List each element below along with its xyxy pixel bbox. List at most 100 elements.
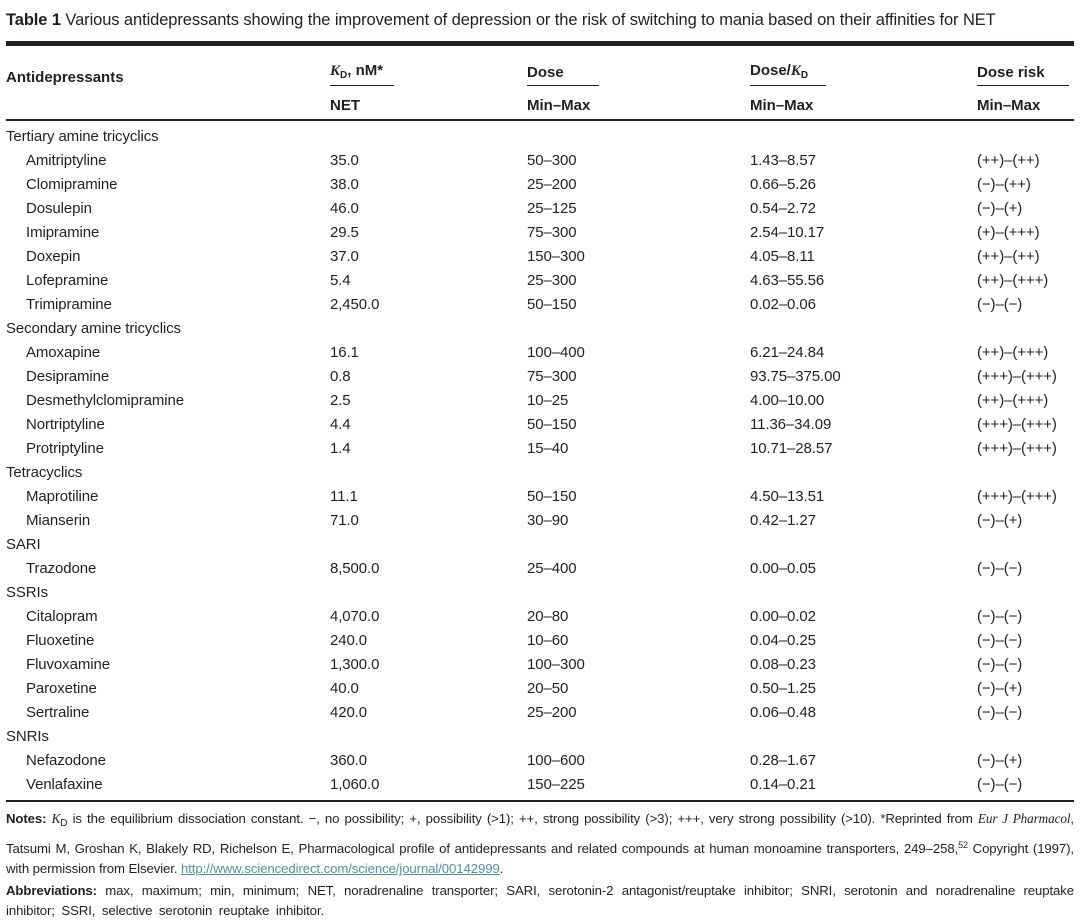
cell-kd-value: 35.0 — [330, 151, 359, 169]
notes-kd-subscript: D — [60, 818, 68, 829]
table-row: Trimipramine 2,450.0 50–150 0.02–0.06 (−)–(−… — [6, 292, 1074, 316]
cell-dose-range: 50–150 — [527, 295, 577, 313]
cell-dose-kd-range: 4.63–55.56 — [750, 271, 825, 289]
notes-body-2: , Tatsumi M, Groshan K, Blakely RD, Rich… — [6, 811, 1074, 856]
cell-dose-risk: (++)–(+++) — [977, 271, 1049, 289]
cell-drug-name: Desipramine — [26, 367, 110, 385]
cell-drug-name: Imipramine — [26, 223, 100, 241]
section-label: Secondary amine tricyclics — [6, 319, 181, 337]
kd-units: , nM* — [347, 62, 384, 79]
table-row: Doxepin 37.0 150–300 4.05–8.11 (++)–(++) — [6, 244, 1074, 268]
section-header-row: Secondary amine tricyclics — [6, 316, 1074, 340]
header-row-2: NET Min–Max Min–Max Min–Max — [6, 86, 1074, 119]
col-subheader-net: NET — [330, 97, 360, 114]
notes-label: Notes: — [6, 811, 47, 826]
table-body: Tertiary amine tricyclics Amitriptyline 35… — [6, 121, 1074, 800]
notes-body-1: is the equilibrium dissociation constant… — [67, 811, 978, 826]
cell-dose-range: 100–600 — [527, 751, 585, 769]
source-link[interactable]: http://www.sciencedirect.com/science/jou… — [180, 861, 500, 876]
cell-dose-kd-range: 0.54–2.72 — [750, 199, 816, 217]
cell-dose-range: 75–300 — [527, 367, 577, 385]
cell-dose-range: 100–300 — [527, 655, 585, 673]
cell-dose-kd-range: 1.43–8.57 — [750, 151, 816, 169]
cell-dose-range: 30–90 — [527, 511, 569, 529]
cell-dose-kd-range: 4.00–10.00 — [750, 391, 825, 409]
section-label: SSRIs — [6, 583, 49, 601]
cell-drug-name: Clomipramine — [26, 175, 118, 193]
cell-kd-value: 5.4 — [330, 271, 351, 289]
cell-kd-value: 29.5 — [330, 223, 359, 241]
col-subheader-dose-minmax: Min–Max — [527, 97, 591, 114]
cell-kd-value: 1,300.0 — [330, 655, 380, 673]
cell-dose-risk: (++)–(+++) — [977, 391, 1049, 409]
section-label: SARI — [6, 535, 41, 553]
table-row: Fluvoxamine 1,300.0 100–300 0.08–0.23 (−)–(−… — [6, 652, 1074, 676]
cell-drug-name: Dosulepin — [26, 199, 92, 217]
table-row: Nefazodone 360.0 100–600 0.28–1.67 (−)–(+) — [6, 748, 1074, 772]
cell-kd-value: 360.0 — [330, 751, 368, 769]
cell-dose-kd-range: 0.00–0.02 — [750, 607, 816, 625]
table-row: Fluoxetine 240.0 10–60 0.04–0.25 (−)–(−) — [6, 628, 1074, 652]
cell-dose-range: 20–80 — [527, 607, 569, 625]
section-header-row: SSRIs — [6, 580, 1074, 604]
cell-dose-kd-range: 0.02–0.06 — [750, 295, 816, 313]
col-header-antidepressants: Antidepressants — [6, 69, 124, 86]
cell-drug-name: Nefazodone — [26, 751, 106, 769]
cell-drug-name: Sertraline — [26, 703, 90, 721]
table-row: Lofepramine 5.4 25–300 4.63–55.56 (++)–(+++) — [6, 268, 1074, 292]
cell-dose-range: 100–400 — [527, 343, 585, 361]
cell-drug-name: Lofepramine — [26, 271, 109, 289]
cell-kd-value: 46.0 — [330, 199, 359, 217]
cell-dose-risk: (+)–(+++) — [977, 223, 1040, 241]
dose-kd-prefix: Dose/ — [750, 62, 791, 79]
cell-dose-range: 25–400 — [527, 559, 577, 577]
table-row: Amitriptyline 35.0 50–300 1.43–8.57 (++)–(++… — [6, 148, 1074, 172]
cell-kd-value: 2,450.0 — [330, 295, 380, 313]
cell-dose-risk: (+++)–(+++) — [977, 415, 1057, 433]
table-row: Desmethylclomipramine 2.5 10–25 4.00–10.00 (… — [6, 388, 1074, 412]
cell-kd-value: 420.0 — [330, 703, 368, 721]
table-top-rule — [6, 41, 1074, 46]
cell-dose-kd-range: 0.66–5.26 — [750, 175, 816, 193]
cell-kd-value: 4,070.0 — [330, 607, 380, 625]
table-row: Maprotiline 11.1 50–150 4.50–13.51 (+++)–(++… — [6, 484, 1074, 508]
section-label: SNRIs — [6, 727, 49, 745]
cell-drug-name: Doxepin — [26, 247, 81, 265]
cell-dose-range: 25–300 — [527, 271, 577, 289]
cell-dose-risk: (−)–(+) — [977, 751, 1023, 769]
table-caption: Table 1 Various antidepressants showing … — [6, 8, 1074, 33]
cell-dose-kd-range: 93.75–375.00 — [750, 367, 841, 385]
cell-dose-risk: (−)–(+) — [977, 511, 1023, 529]
table-row: Desipramine 0.8 75–300 93.75–375.00 (+++)–(+… — [6, 364, 1074, 388]
cell-kd-value: 0.8 — [330, 367, 351, 385]
kd-subscript: D — [340, 70, 348, 81]
table-bottom-rule — [6, 800, 1074, 802]
table-row: Mianserin 71.0 30–90 0.42–1.27 (−)–(+) — [6, 508, 1074, 532]
cell-dose-risk: (−)–(−) — [977, 295, 1023, 313]
cell-dose-kd-range: 0.08–0.23 — [750, 655, 816, 673]
cell-dose-kd-range: 4.50–13.51 — [750, 487, 825, 505]
col-header-dose-risk: Dose risk — [977, 64, 1074, 86]
cell-drug-name: Maprotiline — [26, 487, 99, 505]
cell-dose-kd-range: 0.04–0.25 — [750, 631, 816, 649]
cell-dose-range: 150–225 — [527, 775, 585, 793]
cell-drug-name: Mianserin — [26, 511, 91, 529]
cell-dose-kd-range: 0.06–0.48 — [750, 703, 816, 721]
cell-kd-value: 40.0 — [330, 679, 359, 697]
cell-dose-risk: (−)–(−) — [977, 703, 1023, 721]
cell-kd-value: 11.1 — [330, 487, 358, 505]
cell-kd-value: 2.5 — [330, 391, 351, 409]
cell-drug-name: Amoxapine — [26, 343, 101, 361]
cell-dose-kd-range: 11.36–34.09 — [750, 415, 832, 433]
cell-dose-kd-range: 0.14–0.21 — [750, 775, 816, 793]
cell-drug-name: Fluvoxamine — [26, 655, 110, 673]
cell-dose-kd-range: 0.28–1.67 — [750, 751, 816, 769]
cell-dose-kd-range: 2.54–10.17 — [750, 223, 825, 241]
section-label: Tetracyclics — [6, 463, 83, 481]
table-abbreviations: Abbreviations: max, maximum; min, minimu… — [6, 881, 1074, 922]
cell-drug-name: Venlafaxine — [26, 775, 103, 793]
table-notes: Notes: KD is the equilibrium dissociatio… — [6, 809, 1074, 880]
cell-dose-risk: (−)–(−) — [977, 775, 1023, 793]
cell-kd-value: 16.1 — [330, 343, 359, 361]
cell-dose-risk: (+++)–(+++) — [977, 439, 1057, 457]
